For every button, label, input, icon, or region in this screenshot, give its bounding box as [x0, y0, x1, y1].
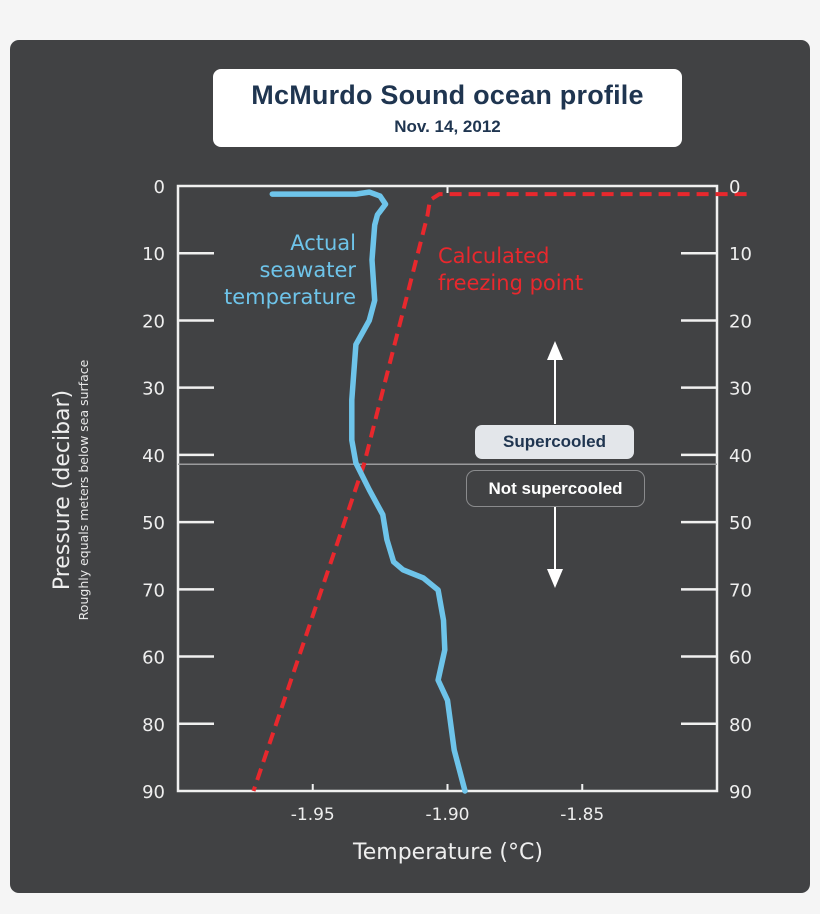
y-tick-label-right: 10: [729, 244, 752, 265]
y-tick-label-right: 30: [729, 379, 752, 400]
seawater-temperature-line: [269, 189, 468, 794]
y-tick-label-left: 70: [142, 580, 165, 601]
chart-panel: [10, 40, 810, 893]
down-arrow-icon: [547, 507, 563, 588]
y-tick-label-right: 70: [729, 580, 752, 601]
y-tick-label-right: 20: [729, 311, 752, 332]
label-line: Calculated: [438, 244, 550, 268]
label-line: freezing point: [438, 271, 584, 295]
y-tick-label-left: 10: [142, 244, 165, 265]
label-line: Actual: [290, 231, 356, 255]
x-tick-label: -1.95: [291, 805, 335, 825]
axes: [176, 184, 719, 793]
y-tick-label-right: 60: [729, 648, 752, 669]
tick-labels: 0 0 10 10 20 20 30 30 40 40 50 50 70 70 60 60 80 80 90 90 -1…: [142, 177, 752, 825]
label-line: temperature: [224, 285, 356, 309]
x-axis-label: Temperature (°C): [353, 840, 543, 865]
x-tick-label: -1.90: [426, 805, 470, 825]
freezing-point-label: Calculated freezing point: [438, 243, 638, 297]
y-tick-label-left: 20: [142, 311, 165, 332]
y-tick-label-right: 0: [729, 177, 740, 198]
y-tick-label-right: 50: [729, 513, 752, 534]
y-tick-label-right: 40: [729, 446, 752, 467]
y-tick-label-right: 80: [729, 715, 752, 736]
y-tick-label-right: 90: [729, 782, 752, 803]
y-axis-title: Pressure (decibar) Roughly equals meters…: [50, 340, 110, 640]
chart-title: McMurdo Sound ocean profile: [251, 80, 644, 110]
x-tick-label: -1.85: [560, 805, 604, 825]
y-tick-label-left: 60: [142, 648, 165, 669]
y-axis-sublabel: Roughly equals meters below sea surface: [76, 359, 91, 621]
y-axis-label: Pressure (decibar): [50, 389, 75, 591]
y-tick-label-left: 90: [142, 782, 165, 803]
y-tick-label-left: 80: [142, 715, 165, 736]
y-tick-label-left: 0: [154, 177, 165, 198]
y-tick-label-left: 40: [142, 446, 165, 467]
label-line: seawater: [259, 258, 356, 282]
actual-temperature-label: Actual seawater temperature: [190, 230, 356, 311]
freezing-point-line: [251, 192, 747, 792]
up-arrow-icon: [547, 341, 563, 424]
y-tick-label-left: 50: [142, 513, 165, 534]
not-supercooled-badge: Not supercooled: [466, 470, 645, 507]
y-tick-label-left: 30: [142, 379, 165, 400]
chart-date: Nov. 14, 2012: [394, 117, 501, 136]
supercooled-badge: Supercooled: [475, 425, 634, 459]
title-box: McMurdo Sound ocean profile Nov. 14, 201…: [213, 69, 682, 147]
